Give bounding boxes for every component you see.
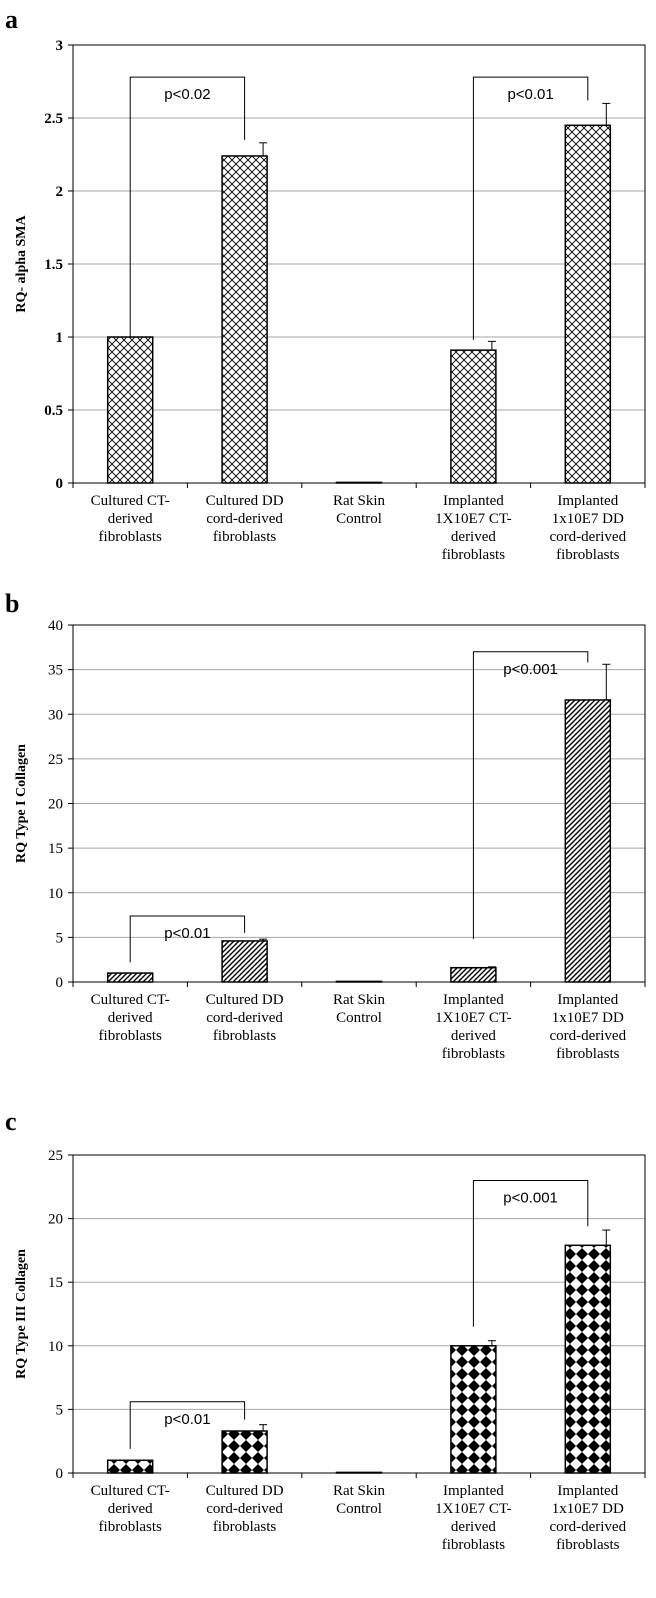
x-tick-label: Rat Skin Control [333,992,386,1026]
y-tick-label: 30 [48,707,63,723]
y-tick-label: 25 [48,1148,63,1164]
x-tick-label: Cultured CT-derived fibroblasts [91,1483,170,1535]
x-tick-label: Cultured DD cord-derived fibroblasts [206,493,284,545]
plot-frame [72,1154,646,1474]
y-tick-label: 2 [56,184,64,200]
y-axis-label: RQ- alpha SMA [14,214,29,312]
significance-bracket [129,76,246,337]
x-tick-label: Implanted 1X10E7 CT-derived fibroblasts [435,493,512,563]
y-tick-label: 0 [56,1466,64,1482]
x-tick-label: Implanted 1x10E7 DD cord-derived fibroblast… [549,1483,626,1553]
panel-letter: b [5,589,19,618]
panel-letter: c [5,1107,17,1136]
y-tick-label: 20 [48,1212,63,1228]
x-tick-label: Cultured DD cord-derived fibroblasts [206,1483,284,1535]
y-tick-label: 0 [56,476,64,492]
x-tick-label: Implanted 1X10E7 CT-derived fibroblasts [435,992,512,1062]
bar-1 [106,972,154,983]
bar-2 [221,1430,268,1474]
y-axis-label: RQ Type III Collagen [14,1249,29,1379]
x-tick-label: Rat Skin Control [333,1483,386,1517]
y-tick-label: 5 [56,1402,64,1418]
bar-3 [335,1471,383,1474]
y-tick-label: 40 [48,618,63,634]
y-tick-label: 35 [48,663,63,679]
p-value-label: p<0.02 [164,86,210,103]
y-tick-label: 20 [48,797,63,813]
panel-letter: a [5,5,18,34]
bar-1 [106,336,154,484]
bar-2 [221,155,268,484]
bar-2 [221,940,268,983]
x-tick-label: Implanted 1x10E7 DD cord-derived fibroblast… [549,493,626,563]
y-tick-label: 15 [48,841,63,857]
significance-bracket [472,1179,589,1327]
panels: a 0 0.5 1 1.5 2 2.5 3 RQ- alpha SMA Cultured CT-d… [5,5,646,1553]
y-tick-label: 25 [48,752,63,768]
significance-bracket [472,651,589,940]
y-tick-label: 15 [48,1275,63,1291]
x-tick-label: Cultured CT-derived fibroblasts [91,992,170,1044]
chart-panel-b: b 0 5 10 15 20 25 30 35 40 RQ Type I Collagen Cultu… [5,589,646,1062]
p-value-label: p<0.01 [164,925,210,942]
p-value-label: p<0.001 [503,1189,558,1206]
y-tick-label: 0.5 [44,403,63,419]
bar-1 [106,1459,154,1474]
x-tick-label: Cultured CT-derived fibroblasts [91,493,170,545]
y-axis-label: RQ Type I Collagen [14,744,29,863]
x-tick-label: Implanted 1X10E7 CT-derived fibroblasts [435,1483,512,1553]
x-tick-label: Cultured DD cord-derived fibroblasts [206,992,284,1044]
x-tick-label: Rat Skin Control [333,493,386,527]
p-value-label: p<0.01 [507,86,553,103]
y-tick-label: 3 [56,38,64,54]
y-tick-label: 0 [56,975,64,991]
chart-panel-a: a 0 0.5 1 1.5 2 2.5 3 RQ- alpha SMA Cultured CT-d… [5,5,646,563]
bar-4 [450,349,497,484]
significance-bracket [129,915,246,963]
p-value-label: p<0.001 [503,661,558,678]
bar-3 [335,481,383,484]
bar-5 [564,1244,612,1474]
bar-5 [564,124,612,484]
bar-3 [335,980,383,983]
y-tick-label: 1.5 [44,257,63,273]
y-tick-label: 2.5 [44,111,63,127]
y-tick-label: 10 [48,1339,63,1355]
y-tick-label: 10 [48,886,63,902]
bar-4 [450,1345,497,1474]
y-tick-label: 5 [56,930,64,946]
x-tick-label: Implanted 1x10E7 DD cord-derived fibroblast… [549,992,626,1062]
y-tick-label: 1 [56,330,64,346]
bar-4 [450,966,497,983]
chart-panel-c: c 0 5 10 15 20 25 RQ Type III Collagen Cultured … [5,1107,646,1553]
significance-bracket [472,76,589,340]
bar-5 [564,699,612,983]
significance-bracket [129,1401,246,1449]
p-value-label: p<0.01 [164,1411,210,1428]
